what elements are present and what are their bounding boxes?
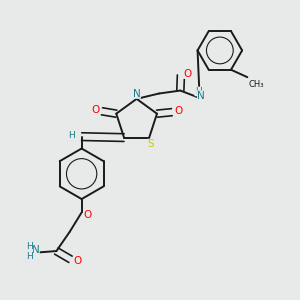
Text: O: O: [83, 210, 92, 220]
Text: N: N: [32, 245, 39, 255]
Text: H: H: [68, 130, 75, 140]
Text: N: N: [197, 91, 205, 100]
Text: O: O: [183, 69, 192, 79]
Text: CH₃: CH₃: [249, 80, 264, 88]
Text: H: H: [195, 87, 202, 96]
Text: O: O: [73, 256, 81, 266]
Text: H: H: [26, 252, 33, 261]
Text: O: O: [174, 106, 182, 116]
Text: N: N: [133, 88, 140, 98]
Text: O: O: [91, 105, 100, 116]
Text: H: H: [26, 242, 33, 250]
Text: S: S: [147, 139, 154, 149]
